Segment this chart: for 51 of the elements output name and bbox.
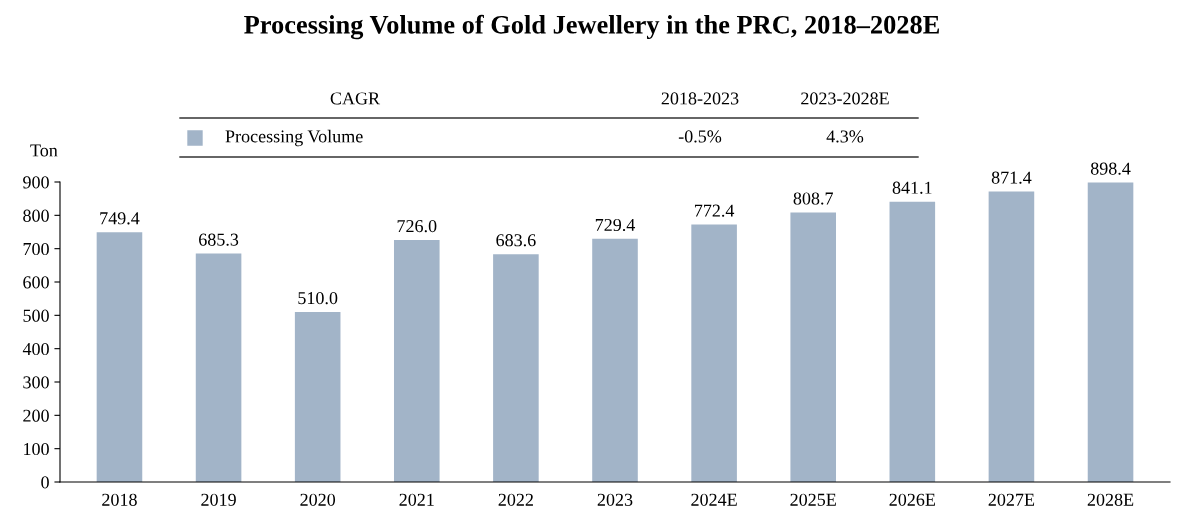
bar bbox=[790, 212, 837, 482]
bar bbox=[592, 238, 638, 482]
text: 2018-2023 bbox=[661, 92, 739, 105]
text: -0.5% bbox=[678, 130, 722, 143]
y-tick-label: 100 bbox=[24, 442, 49, 456]
text: 898.4 bbox=[1090, 162, 1131, 175]
text: 4.3% bbox=[826, 130, 864, 143]
y-axis-title: Ton bbox=[30, 144, 58, 157]
y-tick-label: 700 bbox=[23, 242, 49, 256]
x-tick-label: 2018 bbox=[102, 493, 137, 506]
y-tick-label: 0 bbox=[41, 476, 49, 489]
y-tick-label: 500 bbox=[23, 309, 49, 322]
x-tick-label: 2023 bbox=[597, 493, 633, 506]
y-tick-label: 600 bbox=[23, 276, 49, 289]
bar bbox=[96, 232, 143, 482]
y-tick-label: 900 bbox=[23, 176, 49, 189]
bar bbox=[889, 201, 936, 482]
bar bbox=[988, 191, 1035, 482]
y-tick-label: 400 bbox=[22, 342, 49, 356]
text: CAGR bbox=[330, 92, 381, 105]
legend-label: Processing Volume bbox=[225, 129, 363, 147]
x-tick-label: 2019 bbox=[201, 493, 236, 506]
text: 841.1 bbox=[892, 181, 932, 194]
x-tick-label: 2025E bbox=[790, 493, 836, 506]
bar bbox=[294, 312, 341, 482]
chart-title: Processing Volume of Gold Jewellery in the PRC, 2018–2028E bbox=[244, 14, 939, 40]
x-tick-label: 2024E bbox=[691, 493, 737, 506]
x-tick-label: 2028E bbox=[1087, 493, 1134, 506]
y-tick-label: 200 bbox=[23, 409, 49, 422]
text: 808.7 bbox=[793, 192, 834, 205]
bar bbox=[493, 254, 539, 482]
y-tick-label: 300 bbox=[23, 376, 49, 389]
bar bbox=[195, 253, 242, 482]
text: 749.4 bbox=[100, 212, 140, 225]
text: 685.3 bbox=[199, 233, 239, 246]
text: 772.4 bbox=[694, 204, 735, 217]
x-tick-label: 2026E bbox=[889, 493, 935, 506]
x-tick-label: 2027E bbox=[988, 493, 1035, 506]
text: 726.0 bbox=[397, 219, 437, 233]
text: 683.6 bbox=[496, 234, 536, 247]
text: 729.4 bbox=[595, 218, 636, 232]
text: 2023-2028E bbox=[801, 92, 889, 105]
x-tick-label: 2022 bbox=[498, 493, 533, 506]
text: 871.4 bbox=[991, 171, 1032, 184]
x-tick-label: 2020 bbox=[300, 493, 336, 506]
bar bbox=[691, 224, 737, 482]
y-tick-label: 800 bbox=[23, 209, 49, 222]
bar bbox=[1087, 182, 1134, 482]
bar bbox=[393, 240, 440, 482]
text: 510.0 bbox=[298, 291, 338, 305]
x-tick-label: 2021 bbox=[399, 493, 434, 506]
